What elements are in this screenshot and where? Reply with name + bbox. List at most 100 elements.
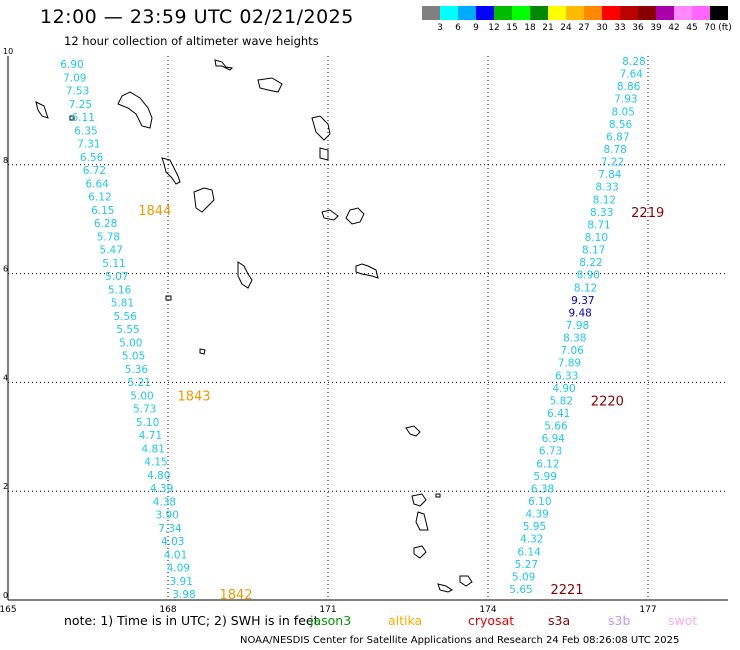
wave-height-value: 6.10	[528, 496, 551, 508]
wave-height-value: 4.39	[150, 483, 173, 495]
wave-height-value: 7.22	[601, 157, 624, 169]
wave-height-value: 6.64	[86, 178, 110, 190]
island-outline	[411, 493, 427, 507]
wave-height-value: 7.93	[614, 94, 637, 106]
wave-height-value: 7.84	[598, 169, 622, 181]
wave-height-value: 5.10	[136, 417, 159, 429]
y-tick-label: 8	[3, 156, 8, 165]
altimeter-tracks: 6.907.09 7.537.256.116.35 7.316.566.726.64…	[60, 56, 664, 603]
island-outline	[437, 583, 453, 593]
wave-height-value: 8.33	[595, 182, 618, 194]
island-outline	[237, 261, 253, 289]
wave-height-value: 7.34	[158, 523, 182, 535]
legend-swatch	[692, 6, 710, 20]
wave-height-value: 8.17	[582, 245, 605, 257]
island-outline	[415, 511, 429, 531]
wave-height-value: 6.73	[539, 446, 562, 458]
pass-time-label: 2219	[631, 206, 664, 221]
page-subtitle: 12 hour collection of altimeter wave hei…	[64, 34, 319, 48]
island-outline	[193, 187, 215, 213]
wave-height-value: 7.53	[66, 86, 89, 98]
wave-height-value: 8.56	[609, 119, 633, 131]
y-tick-label: 4	[3, 373, 8, 382]
wave-height-value: 6.41	[547, 408, 570, 420]
island-outline	[117, 91, 153, 129]
island-outline	[35, 101, 49, 119]
legend-swatch	[512, 6, 530, 20]
wave-height-value: 4.38	[153, 496, 176, 508]
legend-unit: (ft)	[718, 23, 732, 33]
legend-swatch	[584, 6, 602, 20]
wave-height-value: 8.12	[593, 194, 616, 206]
satellite-name: jason3	[310, 613, 352, 628]
wave-height-value: 5.56	[114, 311, 138, 323]
island-outline	[214, 59, 234, 71]
wave-height-value: 6.72	[83, 165, 106, 177]
island-outline	[165, 295, 172, 301]
wave-height-value: 8.05	[612, 106, 635, 118]
legend-label: 70	[704, 23, 716, 33]
wave-height-value: 6.90	[60, 59, 83, 71]
x-tick-label: 177	[639, 605, 656, 615]
wave-height-value: 5.82	[550, 395, 573, 407]
wave-height-value: 6.12	[88, 192, 111, 204]
legend-swatch	[458, 6, 476, 20]
legend-label: 36	[632, 23, 644, 33]
x-tick-label: 174	[479, 605, 496, 615]
y-tick-label: 10	[3, 47, 13, 56]
wave-height-value: 7.06	[560, 345, 584, 357]
wave-height-value: 8.28	[622, 56, 645, 68]
wave-height-value: 4.01	[164, 549, 187, 561]
wave-height-value: 9.37	[571, 295, 594, 307]
legend-label: 33	[614, 23, 626, 33]
island-outline	[311, 115, 331, 141]
legend-label: 15	[506, 23, 518, 33]
wave-height-value: 6.94	[542, 433, 566, 445]
island-outline	[199, 348, 206, 355]
x-tick-label: 168	[159, 605, 176, 615]
legend-label: 30	[596, 23, 608, 33]
x-tick-label: 165	[0, 605, 17, 615]
wave-height-value: 4.90	[552, 383, 575, 395]
wave-height-value: 8.22	[579, 257, 602, 269]
legend-label: 21	[542, 23, 554, 33]
wave-height-value: 3.90	[156, 510, 179, 522]
footer-credit: NOAA/NESDIS Center for Satellite Applica…	[240, 635, 680, 646]
wave-height-value: 8.78	[603, 144, 626, 156]
legend-label: 12	[488, 23, 500, 33]
wave-height-value: 6.56	[80, 152, 104, 164]
wave-height-value: 5.00	[130, 390, 153, 402]
pass-time-label: 1842	[219, 588, 252, 603]
wave-height-value: 5.81	[111, 298, 134, 310]
satellite-name: s3b	[608, 613, 631, 628]
wave-height-value: 5.11	[102, 258, 125, 270]
legend-swatch	[710, 6, 728, 20]
wave-height-value: 5.73	[133, 404, 156, 416]
wave-height-value: 6.14	[517, 546, 541, 558]
wave-height-value: 6.28	[94, 218, 117, 230]
page-title: 12:00 — 23:59 UTC 02/21/2025	[40, 6, 354, 28]
wave-height-value: 8.12	[574, 282, 597, 294]
island-outlines	[35, 59, 473, 593]
island-outline	[161, 157, 181, 185]
wave-height-value: 5.05	[122, 351, 145, 363]
wave-height-value: 6.87	[606, 131, 629, 143]
island-outline	[435, 493, 441, 498]
legend-label: 9	[473, 23, 479, 33]
wave-height-value: 3.91	[170, 576, 193, 588]
island-outline	[321, 209, 339, 221]
wave-height-value: 4.09	[167, 563, 190, 575]
legend-label: 6	[455, 23, 461, 33]
wave-height-value: 4.15	[144, 457, 167, 469]
satellite-name: swot	[668, 613, 698, 628]
wave-height-value: 5.07	[105, 271, 128, 283]
wave-height-value: 7.25	[69, 99, 92, 111]
island-outline	[69, 115, 75, 121]
legend-label: 42	[668, 23, 680, 33]
y-tick-label: 6	[3, 265, 8, 274]
wave-height-value: 7.64	[620, 69, 644, 81]
island-outline	[345, 207, 365, 225]
pass-time-label: 2220	[591, 394, 624, 409]
